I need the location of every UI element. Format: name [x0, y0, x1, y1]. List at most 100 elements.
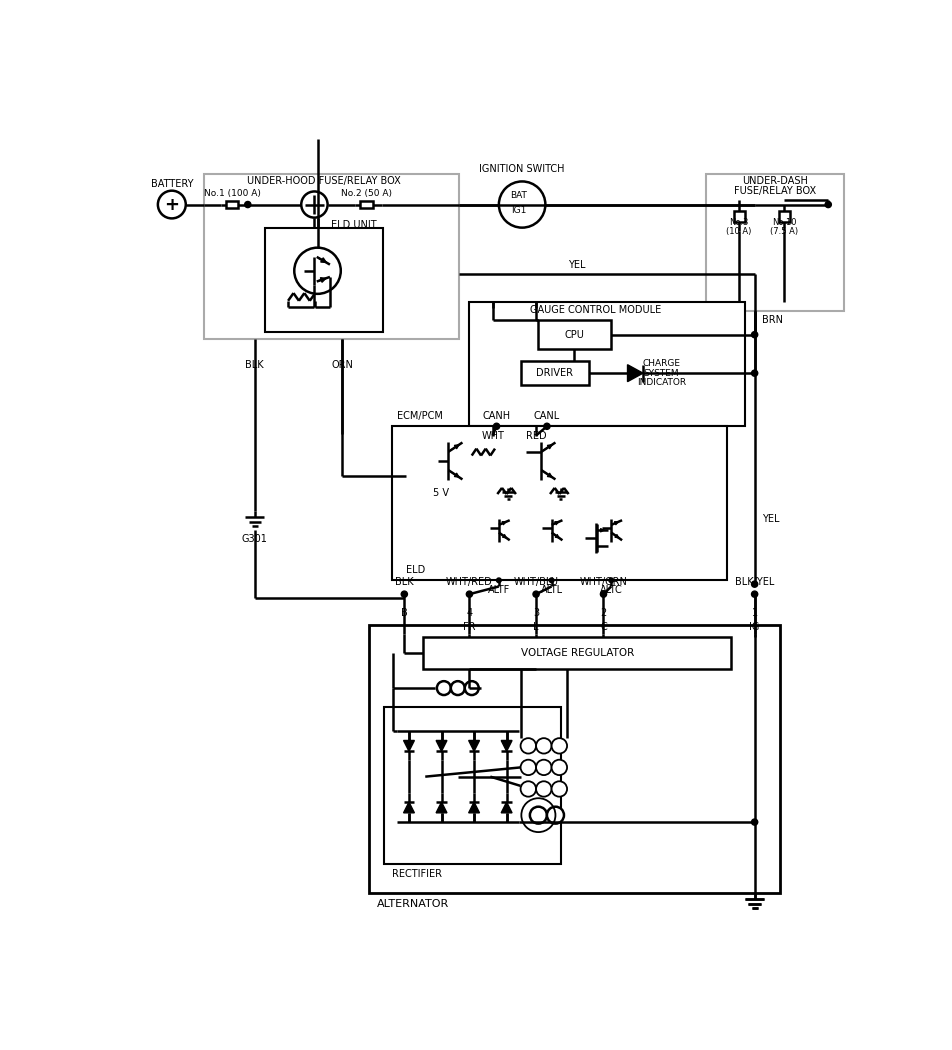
Circle shape	[532, 591, 539, 597]
Circle shape	[751, 591, 757, 597]
Text: WHT/RED: WHT/RED	[446, 576, 492, 587]
Circle shape	[401, 591, 407, 597]
Bar	[423, 636, 730, 669]
Text: RECTIFIER: RECTIFIER	[391, 868, 442, 879]
Circle shape	[536, 781, 551, 797]
Circle shape	[536, 738, 551, 754]
Text: UNDER-HOOD FUSE/RELAY BOX: UNDER-HOOD FUSE/RELAY BOX	[247, 176, 400, 187]
Circle shape	[493, 423, 499, 429]
Bar	[204, 173, 458, 339]
Text: BATTERY: BATTERY	[150, 178, 193, 189]
Circle shape	[548, 578, 553, 583]
Text: ELD UNIT: ELD UNIT	[331, 219, 377, 230]
Text: 3: 3	[532, 608, 539, 617]
Polygon shape	[501, 740, 511, 751]
Text: 5 V: 5 V	[432, 487, 448, 498]
Text: WHT/GRN: WHT/GRN	[579, 576, 626, 587]
Circle shape	[551, 760, 566, 775]
Circle shape	[551, 781, 566, 797]
Circle shape	[520, 738, 536, 754]
Circle shape	[751, 581, 757, 587]
Text: GAUGE CONTROL MODULE: GAUGE CONTROL MODULE	[529, 306, 661, 315]
Text: ALTC: ALTC	[599, 585, 622, 595]
Bar	[778, 211, 788, 223]
Circle shape	[158, 191, 186, 218]
Text: BLK: BLK	[394, 576, 413, 587]
Text: CPU: CPU	[564, 330, 584, 339]
Circle shape	[751, 202, 757, 208]
Bar	[520, 361, 588, 385]
Circle shape	[498, 182, 545, 228]
Text: WHT: WHT	[481, 430, 504, 441]
Bar	[360, 201, 372, 208]
Text: B: B	[401, 608, 407, 617]
Circle shape	[751, 819, 757, 825]
Polygon shape	[501, 802, 511, 813]
Text: 2: 2	[600, 608, 606, 617]
Bar	[384, 707, 561, 864]
Circle shape	[608, 578, 613, 583]
Text: ECM/PCM: ECM/PCM	[396, 412, 443, 421]
Text: CHARGE: CHARGE	[642, 359, 680, 369]
Text: No.1 (100 A): No.1 (100 A)	[204, 189, 261, 198]
Text: UNDER-DASH: UNDER-DASH	[741, 176, 807, 187]
Text: BAT: BAT	[510, 191, 526, 200]
Text: +: +	[164, 195, 179, 213]
Circle shape	[496, 578, 501, 583]
Text: IGNITION SWITCH: IGNITION SWITCH	[479, 164, 565, 174]
Text: L: L	[533, 622, 538, 631]
Text: VOLTAGE REGULATOR: VOLTAGE REGULATOR	[520, 648, 633, 657]
Text: BLK/YEL: BLK/YEL	[734, 576, 773, 587]
Bar	[537, 320, 610, 350]
Text: IG: IG	[748, 622, 759, 631]
Bar	[226, 201, 238, 208]
Polygon shape	[436, 740, 446, 751]
Text: FUSE/RELAY BOX: FUSE/RELAY BOX	[733, 186, 815, 195]
Text: RED: RED	[526, 430, 545, 441]
Text: ELD: ELD	[406, 565, 425, 575]
Text: No.3: No.3	[728, 217, 748, 227]
Text: INDICATOR: INDICATOR	[636, 378, 685, 386]
Circle shape	[551, 738, 566, 754]
Text: ALTERNATOR: ALTERNATOR	[377, 900, 449, 909]
Bar	[391, 426, 726, 581]
Text: BLK: BLK	[246, 360, 264, 370]
Text: IG1: IG1	[511, 206, 526, 215]
Circle shape	[466, 591, 472, 597]
Text: 1: 1	[751, 608, 757, 617]
Text: ALTF: ALTF	[487, 585, 509, 595]
Bar	[265, 228, 382, 332]
Circle shape	[536, 760, 551, 775]
Bar	[369, 625, 780, 892]
Text: YEL: YEL	[762, 513, 779, 524]
Circle shape	[751, 271, 757, 277]
Text: DRIVER: DRIVER	[536, 369, 572, 378]
Polygon shape	[403, 740, 414, 751]
Bar	[733, 211, 744, 223]
Polygon shape	[403, 802, 414, 813]
Circle shape	[520, 760, 536, 775]
Text: YEL: YEL	[567, 260, 585, 270]
Polygon shape	[626, 364, 643, 381]
Text: FR: FR	[463, 622, 475, 631]
Polygon shape	[468, 740, 479, 751]
Circle shape	[294, 248, 341, 294]
Circle shape	[751, 370, 757, 376]
Bar	[705, 173, 843, 311]
Circle shape	[824, 202, 830, 208]
Text: ALTL: ALTL	[540, 585, 562, 595]
Text: 4: 4	[466, 608, 472, 617]
Text: No.2 (50 A): No.2 (50 A)	[341, 189, 391, 198]
Text: (7.5 A): (7.5 A)	[769, 227, 797, 236]
Circle shape	[544, 423, 549, 429]
Circle shape	[450, 681, 465, 695]
Polygon shape	[436, 802, 446, 813]
Text: CANH: CANH	[482, 412, 510, 421]
Text: (10 A): (10 A)	[725, 227, 751, 236]
Text: No.10: No.10	[771, 217, 796, 227]
Circle shape	[600, 591, 606, 597]
Circle shape	[301, 191, 327, 217]
Bar	[469, 301, 744, 426]
Text: SYSTEM: SYSTEM	[644, 369, 679, 378]
Text: C: C	[600, 622, 606, 631]
